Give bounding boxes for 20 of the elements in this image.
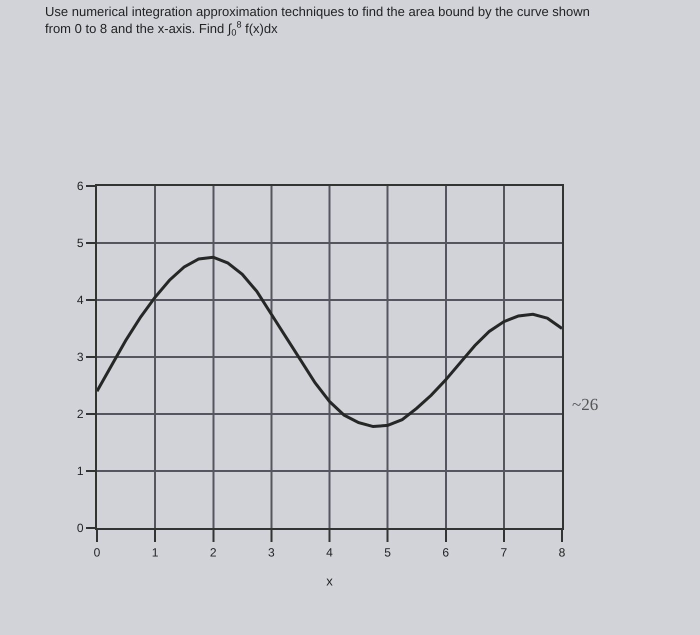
x-tick-label: 1 bbox=[152, 545, 159, 560]
y-tick-label: 3 bbox=[76, 350, 84, 364]
y-tick-label: 6 bbox=[76, 179, 84, 194]
x-tick-label: 4 bbox=[326, 545, 334, 560]
line-series bbox=[97, 256, 562, 428]
y-tick-label: 5 bbox=[76, 236, 84, 250]
y-tick-label: 2 bbox=[76, 407, 84, 422]
x-tick-label: 6 bbox=[442, 545, 450, 560]
y-tick-label: 1 bbox=[76, 464, 84, 478]
x-tick-label: 2 bbox=[210, 545, 217, 560]
x-tick-label: 5 bbox=[384, 545, 392, 560]
y-tick-label: 0 bbox=[76, 521, 84, 536]
x-tick-label: 3 bbox=[268, 545, 276, 560]
x-tick-label: 7 bbox=[500, 545, 508, 560]
x-tick-label: 8 bbox=[558, 545, 566, 560]
x-tick-label: 0 bbox=[94, 545, 101, 560]
y-tick-label: 4 bbox=[76, 293, 84, 308]
text: ~26 bbox=[572, 395, 598, 414]
chart-title: Use numerical integration approximation techniques to find the area bound by the curve shown from 0 to 8 and the x-axis. Find ∫$_{0}$$^{8}$ f(x)dx bbox=[45, 4, 590, 38]
x-axis-title: x bbox=[326, 574, 334, 588]
